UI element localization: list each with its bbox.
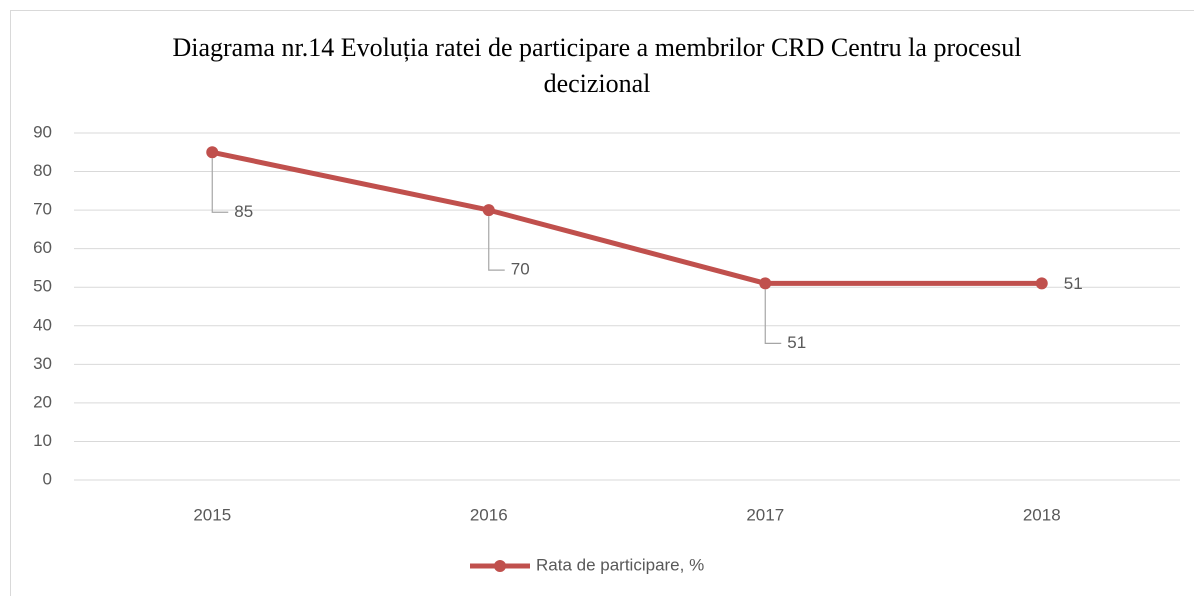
- y-tick-label: 50: [33, 277, 52, 296]
- data-label: 70: [511, 260, 530, 279]
- data-line: [211, 149, 1042, 286]
- x-tick-label: 2018: [1023, 505, 1061, 524]
- data-label: 51: [787, 333, 806, 352]
- leader-line: [764, 289, 782, 344]
- chart-border: [10, 10, 1194, 596]
- legend-marker: [494, 560, 506, 572]
- y-tick-label: 80: [33, 161, 52, 180]
- x-tick-label: 2017: [746, 505, 784, 524]
- leader-line: [211, 158, 229, 213]
- leader-line: [488, 216, 505, 271]
- data-point: [206, 146, 219, 159]
- y-tick-label: 20: [33, 392, 52, 411]
- data-point: [482, 204, 495, 217]
- y-tick-label: 70: [33, 200, 52, 219]
- data-point: [1035, 277, 1048, 290]
- data-label: 51: [1064, 274, 1083, 293]
- y-tick-label: 0: [43, 469, 52, 488]
- x-tick-label: 2016: [470, 505, 508, 524]
- legend-label: Rata de participare, %: [536, 555, 704, 574]
- y-tick-label: 60: [33, 238, 52, 257]
- y-tick-label: 30: [33, 354, 52, 373]
- chart-title: Diagrama nr.14 Evoluția ratei de partici…: [172, 33, 1022, 98]
- x-tick-label: 2015: [193, 505, 231, 524]
- data-label: 85: [234, 202, 253, 221]
- y-tick-label: 90: [33, 122, 52, 141]
- y-tick-label: 10: [33, 431, 52, 450]
- y-tick-label: 40: [33, 315, 52, 334]
- data-point: [759, 277, 772, 290]
